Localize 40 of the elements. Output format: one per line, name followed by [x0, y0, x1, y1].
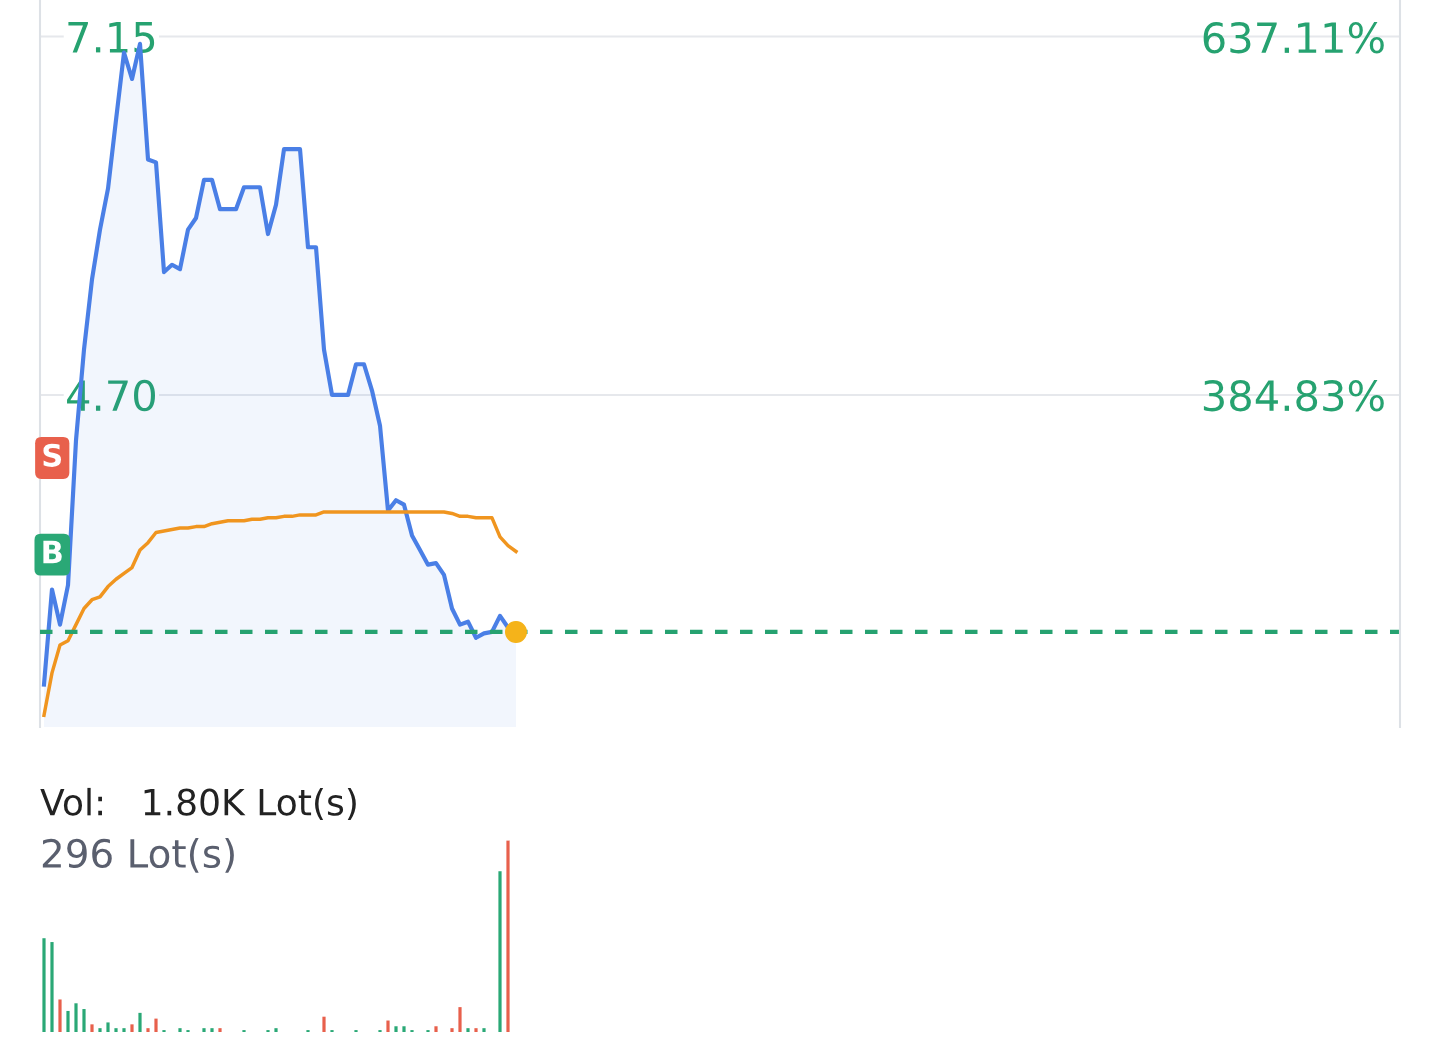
- y-tick-label: 7.15: [68, 22, 155, 53]
- bar: [106, 1022, 110, 1032]
- bar: [154, 1018, 158, 1032]
- bar: [130, 1024, 134, 1032]
- bar: [90, 1024, 94, 1032]
- bar: [138, 1012, 142, 1032]
- chart-title: Vol: 1.80K Lot(s): [40, 787, 356, 821]
- bar: [402, 1026, 406, 1032]
- bar: [74, 1003, 78, 1032]
- annotation: B: [43, 540, 62, 564]
- bar: [66, 1010, 70, 1032]
- bar: [202, 1028, 206, 1032]
- bar: [394, 1026, 398, 1032]
- bar: [482, 1028, 486, 1032]
- bar: [466, 1028, 470, 1032]
- bar: [210, 1028, 214, 1032]
- bar: [218, 1028, 222, 1032]
- bar: [178, 1028, 182, 1032]
- bar: [42, 938, 46, 1032]
- y2-tick-label: 384.83%: [1203, 379, 1384, 412]
- bar: [434, 1026, 438, 1032]
- bar: [458, 1007, 462, 1032]
- annotation: 296 Lot(s): [42, 838, 234, 873]
- bar: [506, 840, 510, 1032]
- bar: [114, 1028, 118, 1032]
- annotation: S: [43, 443, 62, 467]
- bar: [498, 871, 502, 1032]
- bar: [50, 942, 54, 1032]
- bar: [322, 1016, 326, 1032]
- bar: [450, 1028, 454, 1032]
- bar: [474, 1028, 478, 1032]
- bar: [146, 1028, 150, 1032]
- bar: [98, 1028, 102, 1032]
- y2-tick-label: 637.11%: [1203, 21, 1384, 54]
- bar: [122, 1028, 126, 1032]
- bar: [82, 1009, 86, 1032]
- bar: [274, 1028, 278, 1032]
- bar: [386, 1020, 390, 1032]
- bar: [58, 999, 62, 1032]
- line-series: [42, 510, 518, 718]
